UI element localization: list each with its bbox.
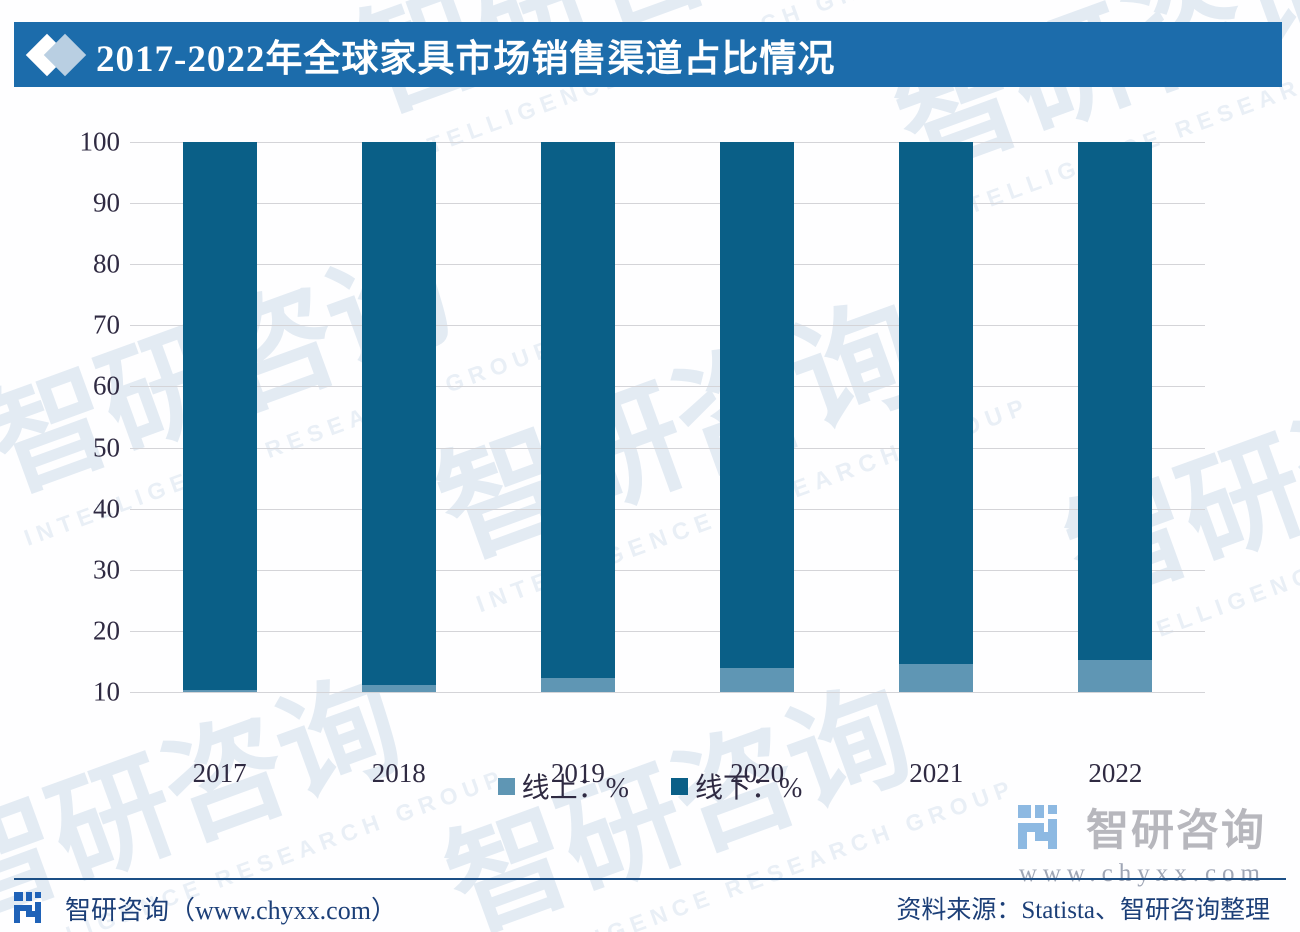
- bar-segment-offline[interactable]: [899, 142, 974, 664]
- gridline: [130, 203, 1205, 205]
- x-axis-tick-label: 2022: [1088, 758, 1143, 788]
- legend-label-offline: 线下：%: [695, 773, 803, 804]
- y-axis-tick-label: 50: [93, 432, 120, 463]
- diamond-icon: [25, 32, 88, 78]
- y-axis-tick-label: 100: [79, 126, 121, 157]
- y-axis-tick-label: 10: [93, 676, 120, 707]
- x-axis-tick-label: 2020: [730, 758, 785, 788]
- bar-segment-online[interactable]: [182, 690, 257, 692]
- chart-area: 100 90 80 70 60 50 40 30 20 10 2017 2018 2019 2020 202…: [0, 96, 1300, 788]
- legend-swatch-online: [497, 777, 515, 795]
- plot-region: 100 90 80 70 60 50 40 30 20 10 2017 2018 2019 2020 202…: [80, 127, 1205, 788]
- bar-segment-offline[interactable]: [361, 142, 436, 685]
- legend-swatch-offline: [671, 777, 688, 795]
- gridline: [130, 508, 1205, 510]
- bar-column[interactable]: [540, 142, 615, 692]
- footer-source-text: 资料来源：Statista、智研咨询整理: [896, 897, 1270, 924]
- brand-url: www.chyxx.com: [1018, 860, 1266, 887]
- x-axis-tick-label: 2019: [550, 758, 605, 788]
- bar-column[interactable]: [361, 142, 436, 692]
- y-axis-tick-label: 60: [93, 370, 120, 401]
- gridline: [130, 630, 1205, 632]
- bar-column[interactable]: [720, 142, 795, 692]
- bar-segment-offline[interactable]: [1078, 142, 1153, 661]
- bar-column[interactable]: [1078, 142, 1153, 692]
- footer-divider: [14, 878, 1286, 880]
- brand-watermark: 智研咨询 www.chyxx.com: [1018, 796, 1266, 888]
- legend-label-online: 线上：%: [521, 773, 629, 804]
- y-axis-tick-label: 80: [93, 248, 120, 279]
- bar-segment-online[interactable]: [1078, 660, 1153, 692]
- brand-logo-icon: [1018, 801, 1074, 853]
- bar-segment-online[interactable]: [899, 663, 974, 692]
- y-axis-tick-label: 20: [93, 615, 120, 646]
- legend-item-offline[interactable]: 线下：%: [671, 766, 802, 806]
- gridline: [130, 264, 1205, 266]
- gridline: [130, 386, 1205, 388]
- gridline: [130, 447, 1205, 449]
- chart-legend: 线上：% 线下：%: [0, 766, 1300, 806]
- bar-segment-offline[interactable]: [720, 142, 795, 668]
- gridline: [130, 142, 1205, 143]
- footer: 智研咨询（www.chyxx.com） 资料来源：Statista、智研咨询整理: [14, 886, 1286, 930]
- y-axis-tick-label: 40: [93, 493, 120, 524]
- gridline: [130, 692, 1205, 693]
- footer-logo-icon: [14, 890, 52, 926]
- x-axis-tick-label: 2021: [909, 758, 964, 788]
- gridline: [130, 569, 1205, 571]
- brand-name: 智研咨询: [1086, 807, 1266, 855]
- footer-left-text: 智研咨询（www.chyxx.com）: [65, 895, 397, 925]
- x-axis-tick-label: 2018: [371, 758, 426, 788]
- bar-segment-online[interactable]: [540, 677, 615, 692]
- gridline: [130, 325, 1205, 327]
- y-axis-tick-label: 90: [93, 187, 120, 218]
- bar-column[interactable]: [899, 142, 974, 692]
- y-axis-tick-label: 30: [93, 554, 120, 585]
- y-axis-tick-label: 70: [93, 309, 120, 340]
- chart-title-bar: 2017-2022年全球家具市场销售渠道占比情况: [14, 22, 1282, 87]
- legend-item-online[interactable]: 线上：%: [497, 766, 629, 806]
- bar-segment-offline[interactable]: [540, 142, 615, 678]
- bar-segment-online[interactable]: [361, 684, 436, 692]
- page-title: 2017-2022年全球家具市场销售渠道占比情况: [96, 38, 836, 80]
- bar-segment-online[interactable]: [720, 667, 795, 692]
- bar-column[interactable]: [182, 142, 257, 692]
- x-axis-tick-label: 2017: [192, 758, 247, 788]
- bar-segment-offline[interactable]: [182, 142, 257, 691]
